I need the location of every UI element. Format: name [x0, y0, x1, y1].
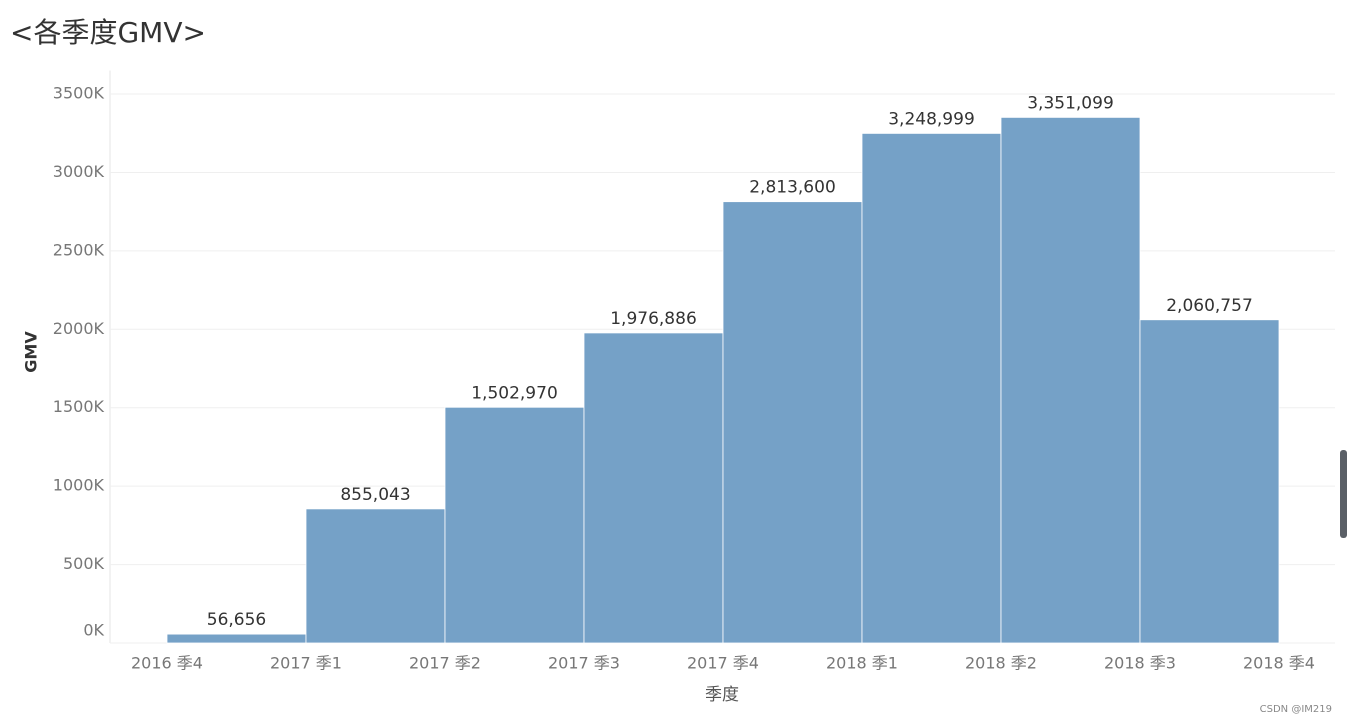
bar — [166, 633, 307, 644]
chart-title: <各季度GMV> — [10, 16, 206, 49]
y-tick-label: 0K — [83, 621, 104, 640]
bar — [305, 508, 446, 644]
value-label: 56,656 — [207, 610, 266, 630]
bar — [1000, 116, 1141, 644]
scroll-handle — [1340, 450, 1347, 538]
value-label: 2,060,757 — [1166, 296, 1253, 316]
value-label: 1,976,886 — [610, 309, 697, 329]
value-label: 3,351,099 — [1027, 93, 1114, 113]
value-label: 855,043 — [340, 485, 410, 505]
y-tick-label: 1500K — [53, 397, 105, 416]
x-tick-label: 2017 季4 — [687, 654, 759, 673]
bar — [1139, 319, 1280, 644]
y-tick-label: 500K — [63, 554, 105, 573]
x-tick-label: 2017 季2 — [409, 654, 481, 673]
watermark: CSDN @IM219 — [1260, 704, 1332, 715]
bar — [444, 406, 585, 644]
x-tick-label: 2016 季4 — [131, 654, 203, 673]
bar — [722, 201, 863, 644]
x-tick-label: 2018 季3 — [1104, 654, 1176, 673]
y-tick-label: 3500K — [53, 84, 105, 103]
value-label: 2,813,600 — [749, 178, 836, 198]
y-axis-title: GMV — [22, 331, 41, 373]
y-tick-label: 3000K — [53, 162, 105, 181]
x-tick-label: 2018 季4 — [1243, 654, 1315, 673]
x-axis-title: 季度 — [705, 685, 739, 705]
y-tick-label: 2000K — [53, 319, 105, 338]
x-tick-label: 2017 季1 — [270, 654, 342, 673]
x-tick-label: 2018 季2 — [965, 654, 1037, 673]
value-label: 3,248,999 — [888, 109, 975, 129]
y-tick-label: 1000K — [53, 476, 105, 495]
x-tick-label: 2017 季3 — [548, 654, 620, 673]
bar — [861, 132, 1002, 644]
bar — [583, 332, 724, 644]
x-tick-label: 2018 季1 — [826, 654, 898, 673]
y-tick-label: 2500K — [53, 240, 105, 259]
value-label: 1,502,970 — [471, 383, 558, 403]
